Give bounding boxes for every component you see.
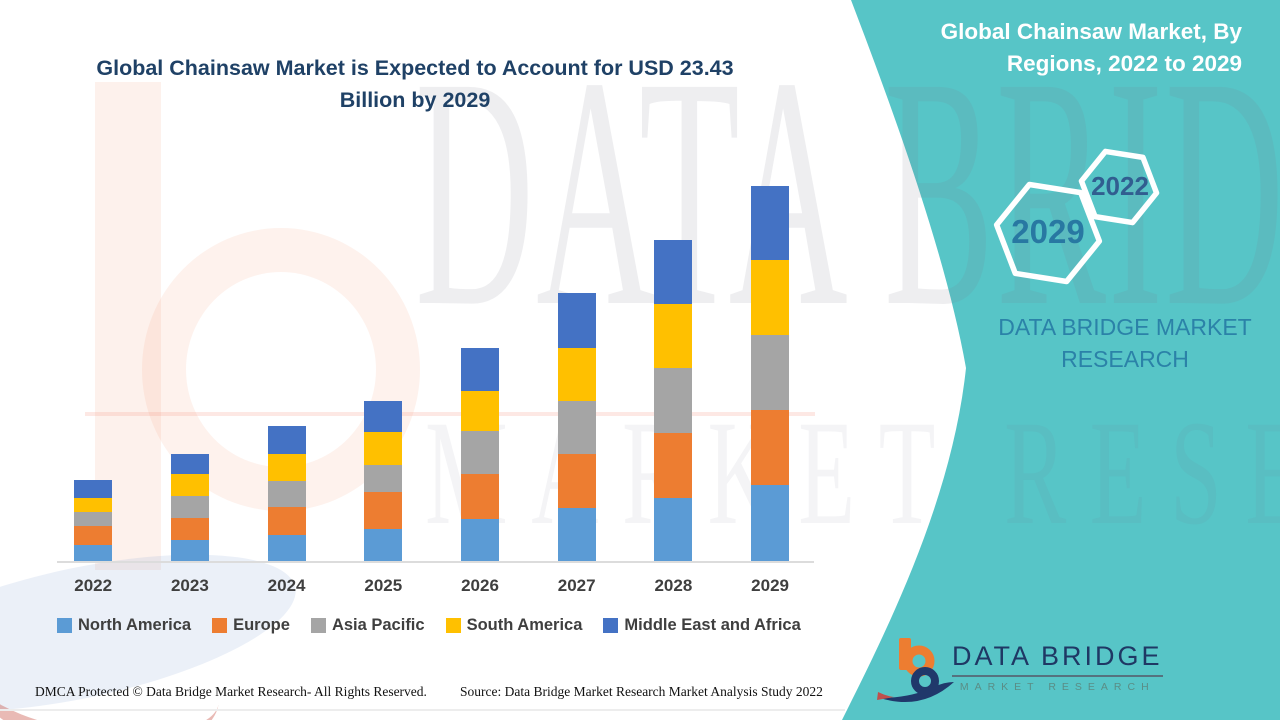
bar-segment-2025-europe (364, 492, 403, 529)
bar-segment-2023-south-america (170, 473, 209, 496)
bar-segment-2024-europe (267, 506, 306, 535)
bar-segment-2026-south-america (461, 390, 499, 431)
x-axis-label-2025: 2025 (364, 576, 403, 595)
legend-label-south-america: South America (466, 616, 583, 634)
legend-label-north-america: North America (78, 616, 192, 634)
chart-legend: North America Europe Asia Pacific South Ame… (57, 616, 837, 635)
x-axis-label-2024: 2024 (267, 576, 306, 595)
bar-segment-2022-asia-pacific (74, 511, 113, 526)
bar-segment-2026-north-america (461, 518, 499, 561)
source-note: Source: Data Bridge Market Research Mark… (460, 684, 823, 699)
hexagon-year-2022: 2022 (1091, 171, 1149, 201)
x-axis-label-2022: 2022 (74, 576, 113, 595)
bar-segment-2027-asia-pacific (557, 401, 596, 454)
bar-segment-2028-middle-east-and-africa (654, 240, 693, 305)
legend-item-europe: Europe (212, 616, 290, 635)
bar-segment-2023-middle-east-and-africa (170, 453, 209, 474)
bar-segment-2027-south-america (557, 348, 596, 401)
brand-wordmark-text: DATA BRIDGE MARKET RESEARCH (998, 314, 1252, 373)
bar-segment-2022-europe (74, 525, 113, 545)
legend-swatch-middle-east-and-africa (603, 618, 619, 633)
x-axis-label-2029: 2029 (751, 576, 789, 595)
logo-swoosh (880, 682, 954, 703)
bar-segment-2026-europe (461, 473, 499, 519)
bar-segment-2026-middle-east-and-africa (461, 347, 499, 391)
bar-segment-2027-middle-east-and-africa (557, 293, 596, 349)
bar-segment-2023-asia-pacific (170, 495, 209, 518)
logo-subname-text: MARKET RESEARCH (959, 681, 1155, 693)
bar-segment-2029-europe (751, 409, 790, 485)
bar-segment-2022-south-america (74, 497, 113, 512)
bar-segment-2025-north-america (364, 529, 403, 561)
bar-segment-2024-asia-pacific (267, 480, 306, 507)
bar-segment-2025-asia-pacific (364, 465, 403, 493)
watermark-pink-line (85, 412, 815, 416)
bar-segment-2025-middle-east-and-africa (364, 401, 403, 433)
hexagon-2029-icon (993, 181, 1103, 285)
logo-swoosh-accent (877, 692, 894, 700)
panel-title: Global Chainsaw Market, By Regions, 2022… (940, 19, 1242, 76)
bar-segment-2028-north-america (654, 497, 693, 561)
bar-segment-2028-europe (654, 433, 693, 498)
x-axis-line (57, 561, 814, 563)
bar-segment-2029-middle-east-and-africa (751, 186, 790, 260)
bar-segment-2028-asia-pacific (654, 368, 693, 433)
bar-segment-2029-south-america (751, 259, 790, 335)
bar-segment-2024-north-america (267, 534, 306, 561)
bar-segment-2024-middle-east-and-africa (267, 425, 306, 454)
legend-swatch-europe (212, 618, 228, 633)
chart-headline: Global Chainsaw Market is Expected to Ac… (96, 56, 734, 113)
teal-panel-path (842, 0, 1280, 720)
legend-swatch-asia-pacific (310, 618, 326, 633)
logo-text-block: DATA BRIDGE MARKET RESEARCH (952, 641, 1163, 693)
bar-segment-2022-north-america (74, 545, 113, 561)
legend-swatch-south-america (445, 618, 461, 633)
x-axis-label-2023: 2023 (170, 576, 209, 595)
hexagon-year-2029: 2029 (1011, 213, 1085, 250)
legend-label-europe: Europe (233, 616, 290, 634)
x-axis-label-2026: 2026 (461, 576, 499, 595)
bar-segment-2027-north-america (557, 508, 596, 561)
logo-name-text: DATA BRIDGE (952, 641, 1163, 677)
legend-item-north-america: North America (57, 616, 191, 635)
bar-segment-2029-north-america (751, 485, 790, 561)
legend-label-asia-pacific: Asia Pacific (331, 616, 425, 634)
bar-segment-2029-asia-pacific (751, 334, 790, 410)
x-axis-label-2027: 2027 (557, 576, 596, 595)
legend-item-south-america: South America (445, 616, 583, 635)
bottom-divider (0, 709, 845, 711)
bar-segment-2028-south-america (654, 304, 693, 369)
bar-segment-2024-south-america (267, 453, 306, 481)
legend-item-middle-east-and-africa: Middle East and Africa (603, 616, 801, 635)
legend-label-middle-east-and-africa: Middle East and Africa (624, 616, 801, 634)
legend-item-asia-pacific: Asia Pacific (310, 616, 425, 635)
bar-segment-2027-europe (557, 453, 596, 509)
bar-segment-2022-middle-east-and-africa (74, 479, 113, 498)
hexagon-2022-icon (1078, 148, 1160, 226)
bar-segment-2026-asia-pacific (461, 430, 499, 474)
dmca-notice: DMCA Protected © Data Bridge Market Rese… (35, 684, 427, 699)
legend-swatch-north-america (57, 618, 72, 633)
x-axis-label-2028: 2028 (654, 576, 693, 595)
bar-segment-2025-south-america (364, 432, 403, 465)
bar-segment-2023-europe (170, 517, 209, 541)
bar-segment-2023-north-america (170, 540, 209, 561)
